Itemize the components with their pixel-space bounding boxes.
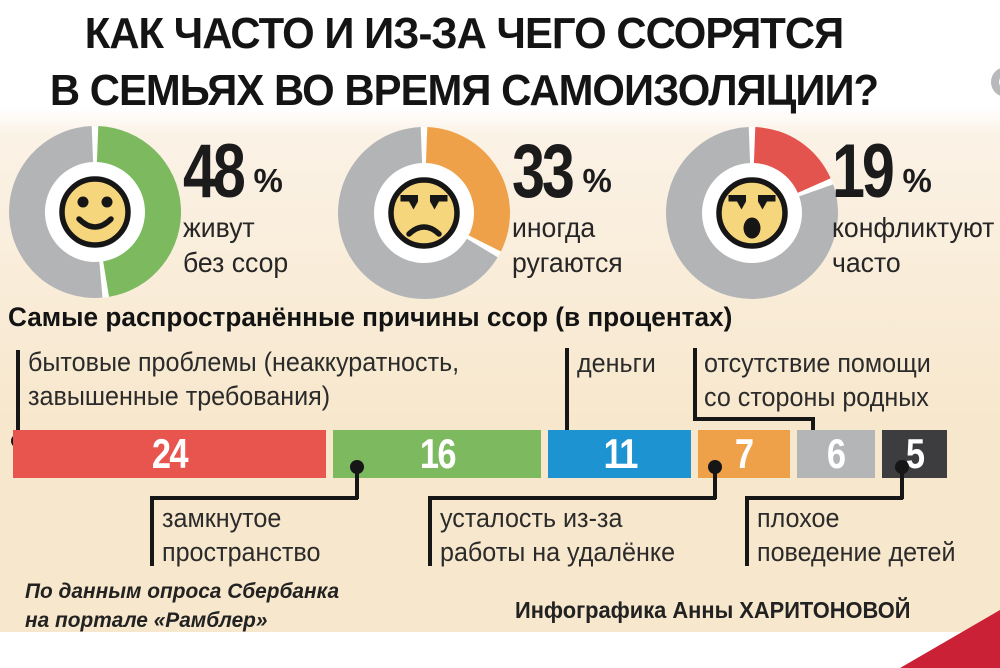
cause-label-household: бытовые проблемы (неаккуратность, завыше… [28, 347, 460, 411]
stat-label: конфликтуют часто [832, 212, 995, 278]
edge-ring-decoration [991, 67, 1000, 97]
donut-chart-often-conflict [663, 124, 841, 302]
percent-sign: % [253, 162, 283, 199]
donut-chart-sometimes-quarrel [335, 124, 513, 302]
percent-sign: % [582, 162, 612, 199]
bar-segment: 16 [332, 430, 542, 478]
leader-line [745, 496, 749, 566]
leader-line [693, 348, 697, 420]
cause-label-children-behavior: плохое поведение детей [757, 503, 956, 567]
stat-label: живут без ссор [183, 212, 289, 278]
leader-line [150, 496, 154, 566]
page-title-line2: В СЕМЬЯХ ВО ВРЕМЯ САМОИЗОЛЯЦИИ? [49, 66, 879, 115]
stat-value: 19 [832, 129, 895, 214]
page-title-line1: КАК ЧАСТО И ИЗ-ЗА ЧЕГО ССОРЯТСЯ [84, 9, 844, 58]
bar-segment: 5 [881, 430, 947, 478]
stat-no-quarrels: 48 % живут без ссор [183, 129, 294, 280]
bar-segment: 6 [796, 430, 875, 478]
leader-line [811, 417, 815, 442]
cause-label-confined-space: замкнутое пространство [162, 503, 321, 567]
leader-line [428, 496, 716, 500]
bar-segment: 11 [548, 430, 692, 478]
cause-label-money: деньги [577, 348, 656, 378]
leader-line [693, 417, 815, 421]
percent-sign: % [902, 162, 932, 199]
donut-chart-no-quarrels [6, 123, 184, 301]
stat-value: 48 [183, 129, 246, 214]
data-source-note: По данным опроса Сбербанка на портале «Р… [25, 579, 340, 632]
leader-line [355, 466, 359, 499]
leader-line [150, 496, 358, 500]
leader-line [900, 466, 904, 499]
bar-segment: 24 [13, 430, 326, 478]
bar-segment: 7 [698, 430, 790, 478]
page-title: КАК ЧАСТО И ИЗ-ЗА ЧЕГО ССОРЯТСЯ В СЕМЬЯХ… [0, 5, 928, 119]
leader-line [16, 350, 20, 442]
leader-line [428, 496, 432, 566]
stat-sometimes-quarrel: 33 % иногда ругаются [512, 129, 628, 280]
causes-heading: Самые распространённые причины ссор (в п… [8, 302, 733, 332]
leader-line [565, 348, 569, 440]
author-credit: Инфографика Анны ХАРИТОНОВОЙ [515, 597, 911, 623]
leader-line [745, 496, 903, 500]
cause-label-remote-work-fatigue: усталость из-за работы на удалёнке [440, 503, 676, 567]
cause-label-no-help: отсутствие помощи со стороны родных [704, 348, 931, 412]
stat-label: иногда ругаются [512, 212, 623, 278]
stat-often-conflict: 19 % конфликтуют часто [832, 129, 1000, 280]
bar-chart-causes: 24 16 11 7 6 5 [13, 430, 947, 478]
stat-value: 33 [512, 129, 575, 214]
cream-background [0, 0, 1000, 632]
leader-line [713, 466, 717, 499]
